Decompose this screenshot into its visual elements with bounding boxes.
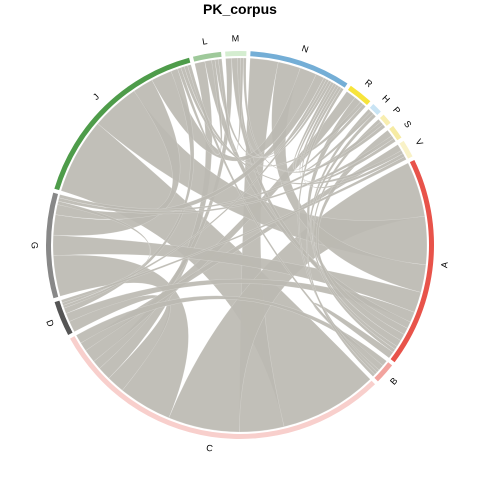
sector-arc-P <box>379 114 391 126</box>
link-J-L <box>177 59 223 155</box>
sector-arc-V <box>399 140 413 159</box>
sector-label-N: N <box>300 43 309 55</box>
sector-label-H: H <box>380 93 392 105</box>
link-G-P <box>58 121 384 212</box>
link-A-G <box>52 234 422 313</box>
link-M-P <box>243 57 386 173</box>
link-N-H <box>294 83 374 173</box>
sector-arc-G <box>46 192 59 299</box>
sector-arc-N <box>250 51 348 88</box>
link-A-P <box>312 119 396 353</box>
link-A-B <box>312 302 394 371</box>
sector-label-P: P <box>391 105 403 116</box>
sector-label-V: V <box>413 137 425 147</box>
sector-arc-D <box>54 300 73 335</box>
sector-arc-C <box>70 336 376 439</box>
sector-label-A: A <box>439 261 450 268</box>
sector-arc-R <box>347 85 371 106</box>
sector-label-L: L <box>201 36 208 47</box>
sector-arc-L <box>192 51 222 62</box>
sector-arc-B <box>374 362 393 382</box>
sector-label-S: S <box>402 119 414 130</box>
sectors-layer <box>46 51 435 439</box>
link-L-M <box>218 57 244 152</box>
link-H-B <box>306 113 376 377</box>
link-J-D <box>63 68 195 314</box>
link-G-N <box>55 74 325 220</box>
link-A-N <box>271 61 427 293</box>
link-J-B <box>187 64 380 373</box>
links-layer <box>52 57 428 433</box>
sector-label-R: R <box>363 77 375 89</box>
link-D-V <box>61 156 407 303</box>
sector-label-B: B <box>388 376 399 387</box>
link-N-B <box>297 87 378 375</box>
sector-label-J: J <box>91 92 101 102</box>
sector-arc-M <box>225 51 247 57</box>
sector-label-M: M <box>232 33 240 43</box>
sector-label-C: C <box>206 443 214 454</box>
sector-label-G: G <box>30 242 40 249</box>
link-C-D <box>69 294 171 391</box>
chart-title: PK_corpus <box>203 1 277 17</box>
sector-arc-H <box>369 104 381 116</box>
link-C-B <box>76 295 387 366</box>
sector-label-D: D <box>44 318 56 328</box>
sector-arc-S <box>389 125 402 141</box>
